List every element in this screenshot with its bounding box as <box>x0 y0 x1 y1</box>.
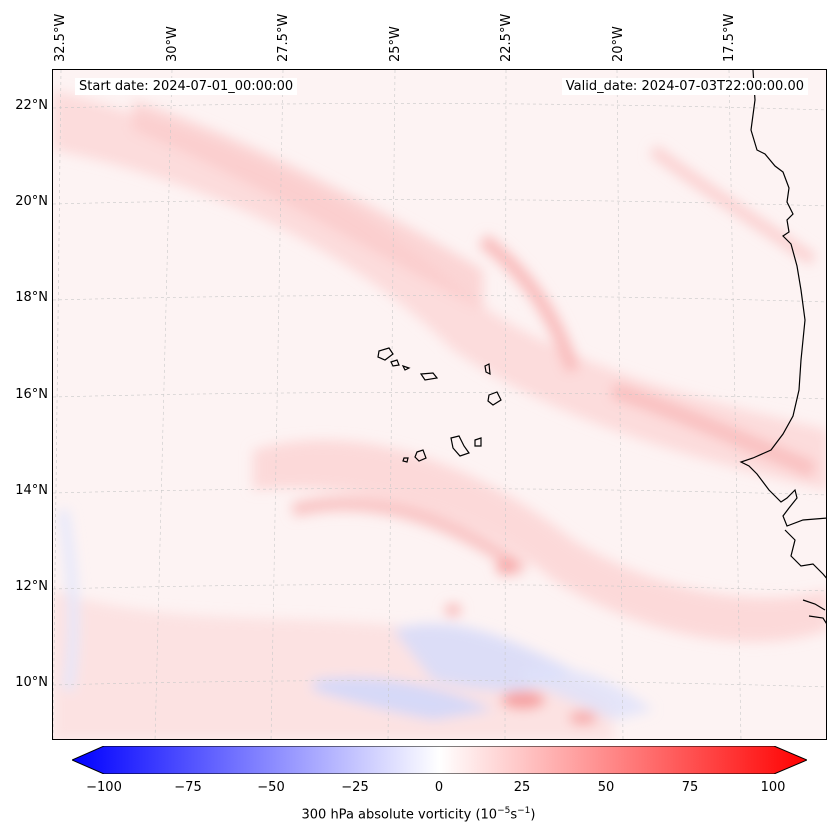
latitude-label-14N: 14°N <box>15 483 48 498</box>
longitude-label-27.5W: 27.5°W <box>276 13 291 62</box>
colorbar-tick-0: 0 <box>434 780 444 795</box>
longitude-label-22.5W: 22.5°W <box>499 13 514 62</box>
colorbar-tick-minus75: −75 <box>174 780 202 795</box>
colorbar-tick-minus50: −50 <box>257 780 285 795</box>
latitude-label-20N: 20°N <box>15 194 48 209</box>
colorbar-tick-25: 25 <box>513 780 531 795</box>
latitude-label-12N: 12°N <box>15 579 48 594</box>
latitude-label-10N: 10°N <box>15 675 48 690</box>
longitude-label-32.5W: 32.5°W <box>53 13 68 62</box>
coastal-islands <box>784 529 826 624</box>
cape-verde-islands <box>377 347 502 463</box>
colorbar-tick-50: 50 <box>597 780 615 795</box>
latitude-label-16N: 16°N <box>15 387 48 402</box>
longitude-label-25W: 25°W <box>388 26 403 62</box>
colorbar <box>72 746 807 774</box>
start-date-label: Start date: 2024-07-01_00:00:00 <box>75 78 298 95</box>
colorbar-label: 300 hPa absolute vorticity (10−5s−1) <box>301 806 536 823</box>
longitude-label-17.5W: 17.5°W <box>722 13 737 62</box>
colorbar-tick-minus100: −100 <box>86 780 122 795</box>
vorticity-field <box>53 70 826 739</box>
african-coastline <box>739 70 826 527</box>
latitude-label-18N: 18°N <box>15 290 48 305</box>
longitude-label-20W: 20°W <box>611 26 626 62</box>
colorbar-tick-100: 100 <box>760 780 786 795</box>
colorbar-tick-75: 75 <box>681 780 699 795</box>
latitude-label-22N: 22°N <box>15 98 48 113</box>
vorticity-contours <box>53 90 826 739</box>
longitude-label-30W: 30°W <box>165 26 180 62</box>
colorbar-tick-minus25: −25 <box>341 780 369 795</box>
graticule <box>53 70 826 739</box>
valid-date-label: Valid_date: 2024-07-03T22:00:00.00 <box>561 78 808 95</box>
vorticity-map: Start date: 2024-07-01_00:00:00 Valid_da… <box>52 69 827 740</box>
